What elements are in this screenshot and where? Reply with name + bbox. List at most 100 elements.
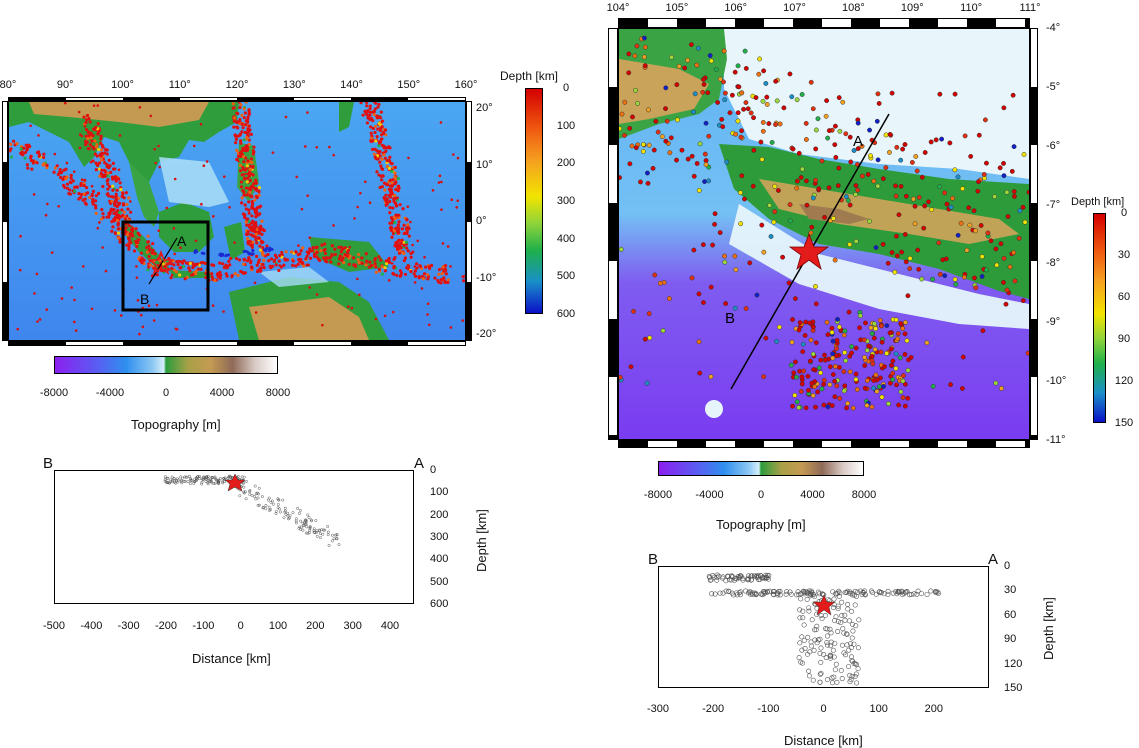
regional-map[interactable]: A B xyxy=(8,101,466,341)
earthquake-point xyxy=(127,237,130,240)
earthquake-point xyxy=(96,163,99,166)
earthquake-point xyxy=(439,175,442,178)
earthquake-point xyxy=(29,124,32,127)
earthquake-point xyxy=(91,193,94,196)
earthquake-point xyxy=(100,148,103,151)
earthquake-point xyxy=(251,241,254,244)
earthquake-point xyxy=(708,53,712,57)
section-hypocenter xyxy=(179,476,181,478)
earthquake-point xyxy=(849,160,853,164)
earthquake-point xyxy=(837,325,841,329)
earthquake-point xyxy=(1001,161,1005,165)
earthquake-point xyxy=(822,215,826,219)
section-hypocenter xyxy=(187,480,189,482)
earthquake-point xyxy=(773,184,777,188)
earthquake-point xyxy=(100,169,103,172)
section-hypocenter xyxy=(807,674,811,678)
earthquake-point xyxy=(239,164,242,167)
earthquake-point xyxy=(84,201,87,204)
earthquake-point xyxy=(761,120,765,124)
earthquake-point xyxy=(855,188,859,192)
earthquake-point xyxy=(136,276,139,279)
earthquake-point xyxy=(457,157,460,160)
right-section-label-b: B xyxy=(648,551,658,568)
earthquake-point xyxy=(81,178,84,181)
earthquake-point xyxy=(899,321,903,325)
section-hypocenter xyxy=(853,674,857,678)
earthquake-point xyxy=(690,276,694,280)
earthquake-point xyxy=(392,266,395,269)
earthquake-point xyxy=(329,256,332,259)
earthquake-point xyxy=(956,175,960,179)
earthquake-point xyxy=(380,167,383,170)
earthquake-point xyxy=(243,138,246,141)
earthquake-point xyxy=(433,276,436,279)
earthquake-point xyxy=(381,185,384,188)
earthquake-point xyxy=(378,142,381,145)
section-hypocenter xyxy=(798,641,802,645)
earthquake-point xyxy=(733,254,737,258)
earthquake-point xyxy=(701,77,705,81)
earthquake-point xyxy=(138,333,141,336)
earthquake-point xyxy=(953,92,957,96)
earthquake-point xyxy=(634,146,638,150)
study-area-map[interactable]: A B xyxy=(618,28,1030,440)
earthquake-point xyxy=(396,240,399,243)
earthquake-point xyxy=(254,215,257,218)
earthquake-point xyxy=(438,181,441,184)
earthquake-point xyxy=(761,69,765,73)
earthquake-point xyxy=(243,176,246,179)
earthquake-point xyxy=(983,118,987,122)
earthquake-point xyxy=(397,227,400,230)
section-hypocenter xyxy=(327,531,329,533)
earthquake-point xyxy=(407,249,410,252)
earthquake-point xyxy=(760,157,764,161)
earthquake-point xyxy=(692,248,696,252)
left-section-label-b: B xyxy=(43,455,53,472)
earthquake-point xyxy=(960,187,964,191)
earthquake-point xyxy=(675,82,679,86)
earthquake-point xyxy=(248,124,251,127)
section-hypocenter xyxy=(834,662,838,666)
earthquake-point xyxy=(738,221,742,225)
earthquake-point xyxy=(88,147,91,150)
earthquake-point xyxy=(911,197,915,201)
earthquake-point xyxy=(140,261,143,264)
earthquake-point xyxy=(234,272,237,275)
earthquake-point xyxy=(360,256,363,259)
earthquake-point xyxy=(235,158,238,161)
left-cross-section[interactable] xyxy=(54,470,414,604)
section-hypocenter xyxy=(830,681,834,685)
earthquake-point xyxy=(794,375,798,379)
earthquake-point xyxy=(394,217,397,220)
earthquake-point xyxy=(242,272,245,275)
earthquake-point xyxy=(842,369,846,373)
latitude-tick-label: 10° xyxy=(476,160,493,171)
earthquake-point xyxy=(633,54,637,58)
section-hypocenter xyxy=(819,646,823,650)
earthquake-point xyxy=(809,338,813,342)
section-hypocenter xyxy=(315,519,317,521)
earthquake-point xyxy=(1021,298,1025,302)
earthquake-point xyxy=(769,234,773,238)
earthquake-point xyxy=(111,225,114,228)
depth-tick-label: 600 xyxy=(557,309,575,320)
earthquake-point xyxy=(337,246,340,249)
earthquake-point xyxy=(210,272,213,275)
earthquake-point xyxy=(440,181,443,184)
right-cross-section[interactable] xyxy=(658,566,989,688)
earthquake-point xyxy=(872,179,876,183)
earthquake-point xyxy=(250,195,253,198)
earthquake-point xyxy=(415,262,418,265)
earthquake-point xyxy=(830,326,834,330)
earthquake-point xyxy=(366,116,369,119)
section-hypocenter xyxy=(338,543,340,545)
earthquake-point xyxy=(248,212,251,215)
earthquake-point xyxy=(366,110,369,113)
earthquake-point xyxy=(442,276,445,279)
earthquake-point xyxy=(374,257,377,260)
earthquake-point xyxy=(833,258,837,262)
earthquake-point xyxy=(744,306,748,310)
earthquake-point xyxy=(1011,93,1015,97)
earthquake-point xyxy=(746,107,750,111)
